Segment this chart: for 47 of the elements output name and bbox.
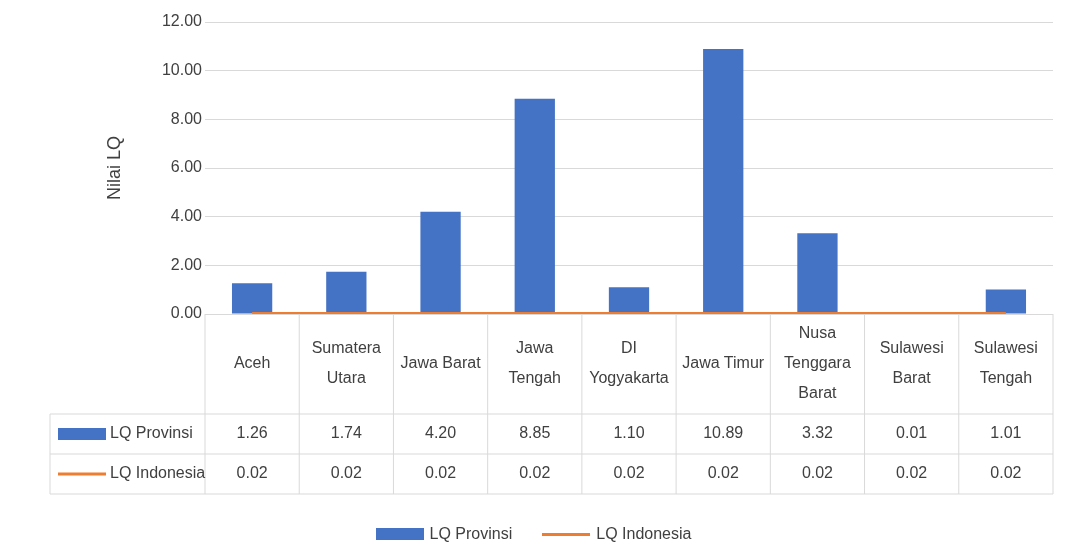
data-label: 0.01 xyxy=(896,424,928,442)
bar xyxy=(608,287,650,314)
x-tick-label: DI Yogyakarta xyxy=(589,339,669,387)
legend-label: LQ Indonesia xyxy=(110,464,206,482)
text: LQ Provinsi xyxy=(429,525,513,542)
data-label: 1.26 xyxy=(236,424,268,442)
x-tick-label: Sulawesi Tengah xyxy=(973,339,1038,387)
data-label: 0.02 xyxy=(990,464,1022,482)
legend-label: LQ Provinsi xyxy=(110,424,193,442)
data-label: 0.02 xyxy=(896,464,928,482)
x-tick-label: Nusa Tenggara Barat xyxy=(784,324,851,402)
data-label: 0.02 xyxy=(424,464,457,482)
y-tick-label: 10.00 xyxy=(161,61,203,79)
y-tick-label: 4.00 xyxy=(170,207,203,225)
bar xyxy=(231,283,273,314)
text: LQ Indonesia xyxy=(596,525,692,542)
y-tick-label: 8.00 xyxy=(170,109,203,127)
x-tick-label: Jawa Barat xyxy=(400,354,482,372)
bar xyxy=(703,49,744,314)
y-axis-title: Nilai LQ xyxy=(103,135,124,201)
data-label: 1.74 xyxy=(330,424,363,442)
bar xyxy=(514,98,555,314)
bar xyxy=(420,211,461,314)
data-label: 0.02 xyxy=(801,464,834,482)
x-tick-label: Jawa Timur xyxy=(682,354,765,372)
x-tick-label: Aceh xyxy=(233,354,271,372)
data-label: 0.02 xyxy=(519,464,551,482)
bar xyxy=(985,289,1027,314)
data-label: 1.10 xyxy=(613,424,645,442)
data-label: 0.02 xyxy=(613,464,645,482)
data-label: 0.02 xyxy=(236,464,268,482)
bar xyxy=(326,271,367,314)
y-tick-label: 2.00 xyxy=(170,255,203,273)
x-tick-label: Sulawesi Barat xyxy=(879,339,944,387)
data-label: 8.85 xyxy=(519,424,551,442)
data-label: 4.20 xyxy=(424,424,457,442)
data-label: 10.89 xyxy=(703,424,744,442)
data-label: 3.32 xyxy=(801,424,834,442)
bar xyxy=(797,233,838,314)
y-tick-label: 6.00 xyxy=(170,158,203,176)
data-label: 0.02 xyxy=(330,464,363,482)
y-tick-label: 12.00 xyxy=(161,12,203,30)
data-label: 1.01 xyxy=(990,424,1022,442)
y-tick-label: 0.00 xyxy=(170,304,203,322)
data-label: 0.02 xyxy=(707,464,739,482)
x-tick-label: Sumatera Utara xyxy=(311,339,382,387)
x-tick-label: Jawa Tengah xyxy=(508,339,562,387)
